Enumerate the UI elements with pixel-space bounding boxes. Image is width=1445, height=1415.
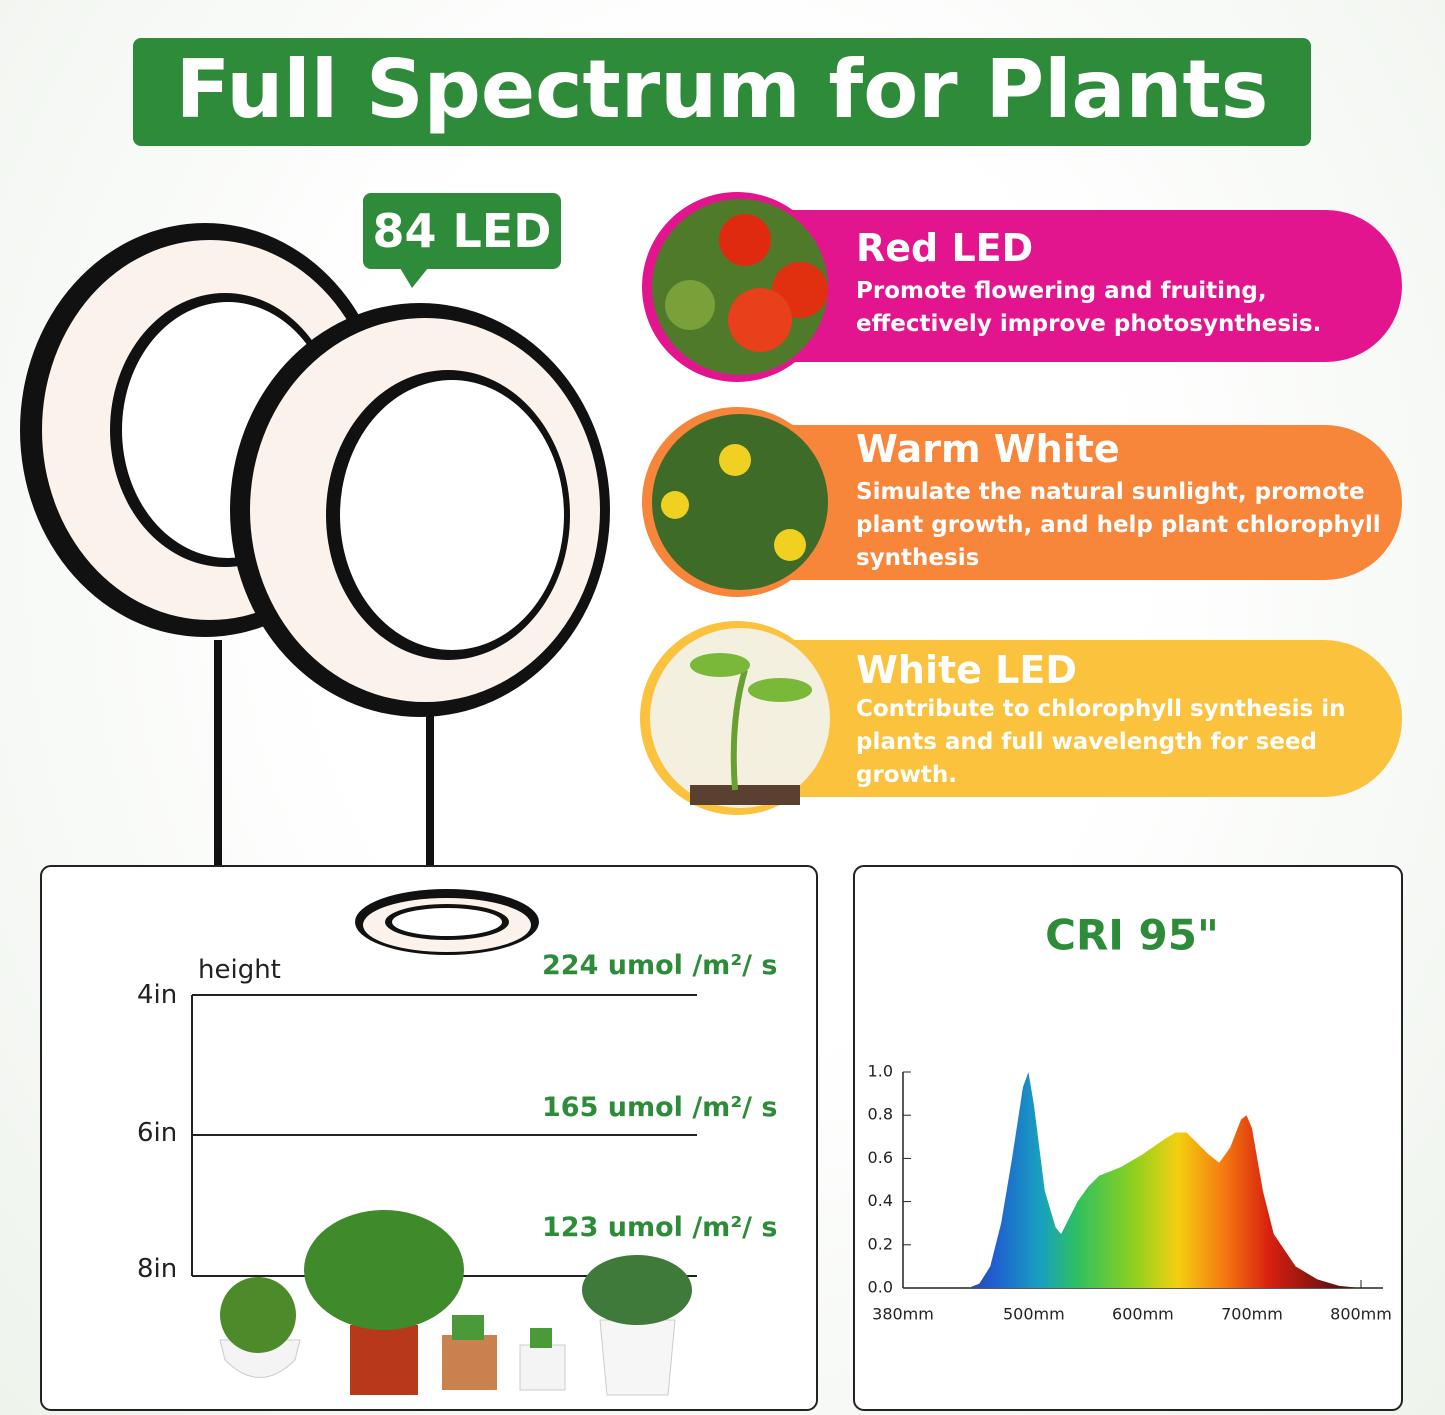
tomato-image xyxy=(642,192,832,382)
level-ppfd: 165 umol /m²/ s xyxy=(542,1092,778,1123)
y-tick-label: 0.2 xyxy=(868,1234,893,1253)
level-height: 4in xyxy=(137,980,178,1010)
feature-title: White LED xyxy=(856,648,1077,692)
x-tick-label: 800mm xyxy=(1330,1305,1392,1324)
pill xyxy=(690,210,1402,362)
x-tick-label: 700mm xyxy=(1221,1305,1283,1324)
spectrum-area xyxy=(903,1072,1361,1288)
y-tick-label: 0.0 xyxy=(868,1278,893,1297)
height-label: height xyxy=(198,955,281,985)
y-tick-label: 0.6 xyxy=(868,1148,893,1167)
pill xyxy=(690,640,1402,797)
feature-text: Simulate the natural sunlight, promote p… xyxy=(856,479,1381,571)
badge xyxy=(363,193,561,269)
ring-lamp xyxy=(230,303,610,717)
title-banner xyxy=(133,38,1311,146)
pill xyxy=(690,425,1402,580)
feature-title: Warm White xyxy=(856,427,1120,471)
x-tick-label: 600mm xyxy=(1112,1305,1174,1324)
y-tick-label: 1.0 xyxy=(868,1062,893,1081)
small-lamp xyxy=(355,889,539,955)
badge-label: 84 LED xyxy=(372,204,552,258)
feature-title: Red LED xyxy=(856,226,1034,270)
x-tick-label: 380mm xyxy=(872,1305,934,1324)
x-tick-label: 500mm xyxy=(1003,1305,1065,1324)
plants xyxy=(219,1210,692,1396)
feature-text: Contribute to chlorophyll synthesis in p… xyxy=(856,696,1346,788)
level-height: 6in xyxy=(137,1118,178,1148)
level-height: 8in xyxy=(137,1254,178,1284)
seedling-image xyxy=(640,621,834,815)
y-tick-label: 0.4 xyxy=(868,1191,893,1210)
flower-image xyxy=(642,407,832,597)
page-title: Full Spectrum for Plants xyxy=(175,43,1269,136)
level-ppfd: 224 umol /m²/ s xyxy=(542,950,778,981)
feature-text: Promote flowering and fruiting, effectiv… xyxy=(856,278,1322,337)
y-tick-label: 0.8 xyxy=(868,1105,893,1124)
chart-title: CRI 95" xyxy=(1045,911,1219,960)
level-ppfd: 123 umol /m²/ s xyxy=(542,1212,778,1243)
badge-tail xyxy=(400,268,428,288)
